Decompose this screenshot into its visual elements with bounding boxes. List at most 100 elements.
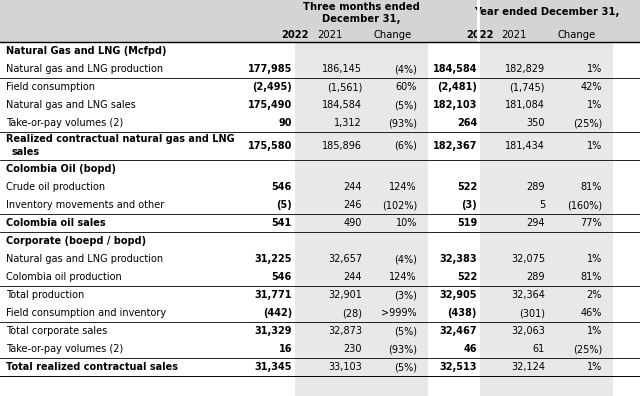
Text: (438): (438): [447, 308, 477, 318]
Text: (3): (3): [461, 200, 477, 210]
Text: (93%): (93%): [388, 344, 417, 354]
Text: 81%: 81%: [580, 182, 602, 192]
Text: 32,873: 32,873: [328, 326, 362, 336]
Text: 350: 350: [527, 118, 545, 128]
Text: 77%: 77%: [580, 218, 602, 228]
Text: (301): (301): [519, 308, 545, 318]
Text: 31,329: 31,329: [255, 326, 292, 336]
Text: 32,905: 32,905: [440, 290, 477, 300]
Text: 1%: 1%: [587, 362, 602, 372]
Text: 185,896: 185,896: [322, 141, 362, 151]
Text: (102%): (102%): [381, 200, 417, 210]
Text: 61: 61: [532, 344, 545, 354]
Text: 33,103: 33,103: [328, 362, 362, 372]
Text: 32,901: 32,901: [328, 290, 362, 300]
Text: (1,561): (1,561): [326, 82, 362, 92]
Text: 46%: 46%: [580, 308, 602, 318]
Text: Corporate (boepd / bopd): Corporate (boepd / bopd): [6, 236, 146, 246]
Text: 2%: 2%: [587, 290, 602, 300]
Text: 32,467: 32,467: [440, 326, 477, 336]
Text: (93%): (93%): [388, 118, 417, 128]
Text: 244: 244: [344, 272, 362, 282]
Text: (160%): (160%): [567, 200, 602, 210]
Text: 32,513: 32,513: [440, 362, 477, 372]
Text: 2022: 2022: [281, 30, 308, 40]
Text: 541: 541: [272, 218, 292, 228]
Text: 230: 230: [344, 344, 362, 354]
Text: 186,145: 186,145: [322, 64, 362, 74]
Text: 182,829: 182,829: [505, 64, 545, 74]
Text: (5%): (5%): [394, 100, 417, 110]
Text: 175,490: 175,490: [248, 100, 292, 110]
Text: Crude oil production: Crude oil production: [6, 182, 105, 192]
Text: 1%: 1%: [587, 254, 602, 264]
Text: 289: 289: [527, 182, 545, 192]
Text: Change: Change: [373, 30, 412, 40]
Text: 181,084: 181,084: [505, 100, 545, 110]
Text: Year ended December 31,: Year ended December 31,: [474, 7, 619, 17]
Text: Total realized contractual sales: Total realized contractual sales: [6, 362, 178, 372]
Text: sales: sales: [12, 147, 40, 157]
Text: 522: 522: [457, 272, 477, 282]
Text: Colombia oil production: Colombia oil production: [6, 272, 122, 282]
Text: 182,367: 182,367: [433, 141, 477, 151]
Text: Inventory movements and other: Inventory movements and other: [6, 200, 164, 210]
Text: 246: 246: [344, 200, 362, 210]
Bar: [480, 0, 613, 396]
Text: 32,063: 32,063: [511, 326, 545, 336]
Text: 546: 546: [272, 272, 292, 282]
Text: Take-or-pay volumes (2): Take-or-pay volumes (2): [6, 118, 124, 128]
Text: (442): (442): [263, 308, 292, 318]
Text: 1%: 1%: [587, 141, 602, 151]
Text: Take-or-pay volumes (2): Take-or-pay volumes (2): [6, 344, 124, 354]
Text: 519: 519: [457, 218, 477, 228]
Text: >999%: >999%: [381, 308, 417, 318]
Text: 90: 90: [278, 118, 292, 128]
Text: 2021: 2021: [501, 30, 527, 40]
Text: 2021: 2021: [317, 30, 342, 40]
Text: Realized contractual natural gas and LNG: Realized contractual natural gas and LNG: [6, 134, 235, 144]
Text: 124%: 124%: [389, 182, 417, 192]
Text: Colombia oil sales: Colombia oil sales: [6, 218, 106, 228]
Text: 32,364: 32,364: [511, 290, 545, 300]
Text: 32,383: 32,383: [440, 254, 477, 264]
Text: 124%: 124%: [389, 272, 417, 282]
Text: Field consumption: Field consumption: [6, 82, 95, 92]
Text: (4%): (4%): [394, 64, 417, 74]
Text: (2,495): (2,495): [252, 82, 292, 92]
Text: 294: 294: [527, 218, 545, 228]
Text: Three months ended
December 31,: Three months ended December 31,: [303, 2, 420, 24]
Bar: [295, 0, 428, 396]
Text: 31,771: 31,771: [255, 290, 292, 300]
Text: 2022: 2022: [467, 30, 493, 40]
Text: 1%: 1%: [587, 326, 602, 336]
Text: 32,124: 32,124: [511, 362, 545, 372]
Text: (3%): (3%): [394, 290, 417, 300]
Bar: [0, 0, 640, 42]
Text: (25%): (25%): [573, 344, 602, 354]
Text: (5%): (5%): [394, 362, 417, 372]
Text: (6%): (6%): [394, 141, 417, 151]
Text: 32,075: 32,075: [511, 254, 545, 264]
Text: 522: 522: [457, 182, 477, 192]
Text: 264: 264: [457, 118, 477, 128]
Text: (2,481): (2,481): [437, 82, 477, 92]
Text: Natural gas and LNG production: Natural gas and LNG production: [6, 254, 163, 264]
Text: 546: 546: [272, 182, 292, 192]
Text: (4%): (4%): [394, 254, 417, 264]
Text: 1,312: 1,312: [334, 118, 362, 128]
Text: Colombia Oil (bopd): Colombia Oil (bopd): [6, 164, 116, 174]
Text: 182,103: 182,103: [433, 100, 477, 110]
Text: (5%): (5%): [394, 326, 417, 336]
Text: 81%: 81%: [580, 272, 602, 282]
Text: 10%: 10%: [396, 218, 417, 228]
Text: (5): (5): [276, 200, 292, 210]
Text: 31,225: 31,225: [255, 254, 292, 264]
Text: 181,434: 181,434: [505, 141, 545, 151]
Text: 1%: 1%: [587, 100, 602, 110]
Text: 42%: 42%: [580, 82, 602, 92]
Text: Change: Change: [557, 30, 596, 40]
Text: 289: 289: [527, 272, 545, 282]
Text: Total corporate sales: Total corporate sales: [6, 326, 108, 336]
Text: 184,584: 184,584: [433, 64, 477, 74]
